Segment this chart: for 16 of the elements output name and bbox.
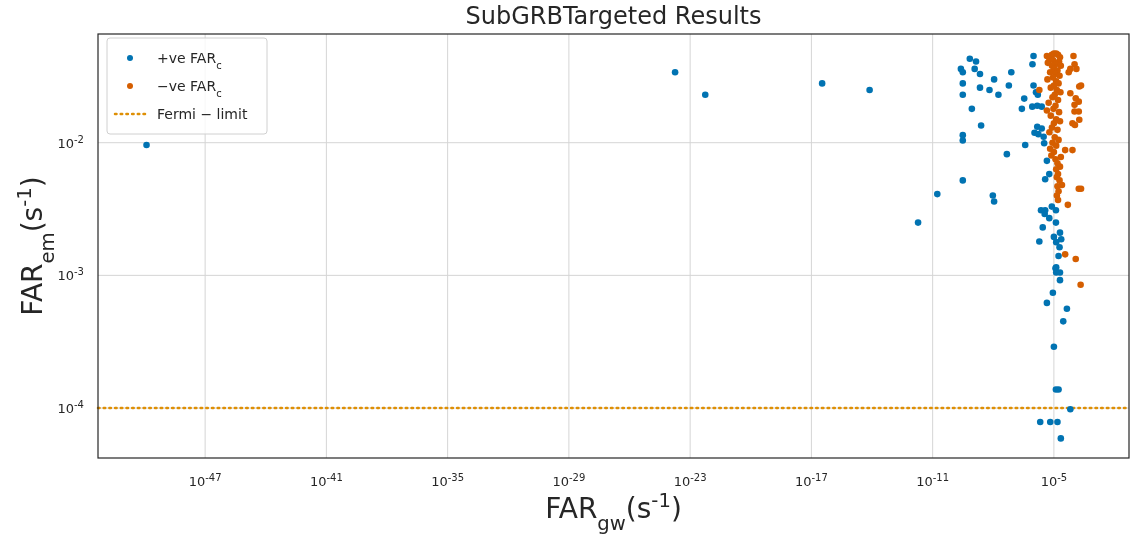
x-tick-label: 10$^{-41}$	[309, 471, 343, 489]
x-tick-label: 10$^{-11}$	[916, 471, 950, 489]
y-tick-label: 10$^{-2}$	[57, 133, 84, 151]
x-tick-label: 10$^{-23}$	[673, 471, 707, 489]
x-tick-label: 10$^{-29}$	[552, 471, 586, 489]
legend-label: −ve FAR$_{c}$	[157, 78, 222, 99]
chart-title: SubGRBTargeted Results	[465, 2, 762, 30]
y-tick-label: 10$^{-4}$	[57, 398, 84, 417]
x-tick-label: 10$^{-35}$	[431, 471, 465, 489]
y-tick-label: 10$^{-3}$	[57, 265, 84, 284]
x-tick-label: 10$^{-47}$	[188, 471, 222, 489]
x-axis-title: FAR$_{gw}$(s$^{-1}$)	[545, 488, 682, 535]
legend-label: Fermi − limit	[157, 106, 248, 122]
x-tick-label: 10$^{-17}$	[794, 471, 828, 489]
x-tick-label: 10$^{-5}$	[1040, 471, 1068, 489]
legend-label: +ve FAR$_{c}$	[157, 50, 222, 71]
